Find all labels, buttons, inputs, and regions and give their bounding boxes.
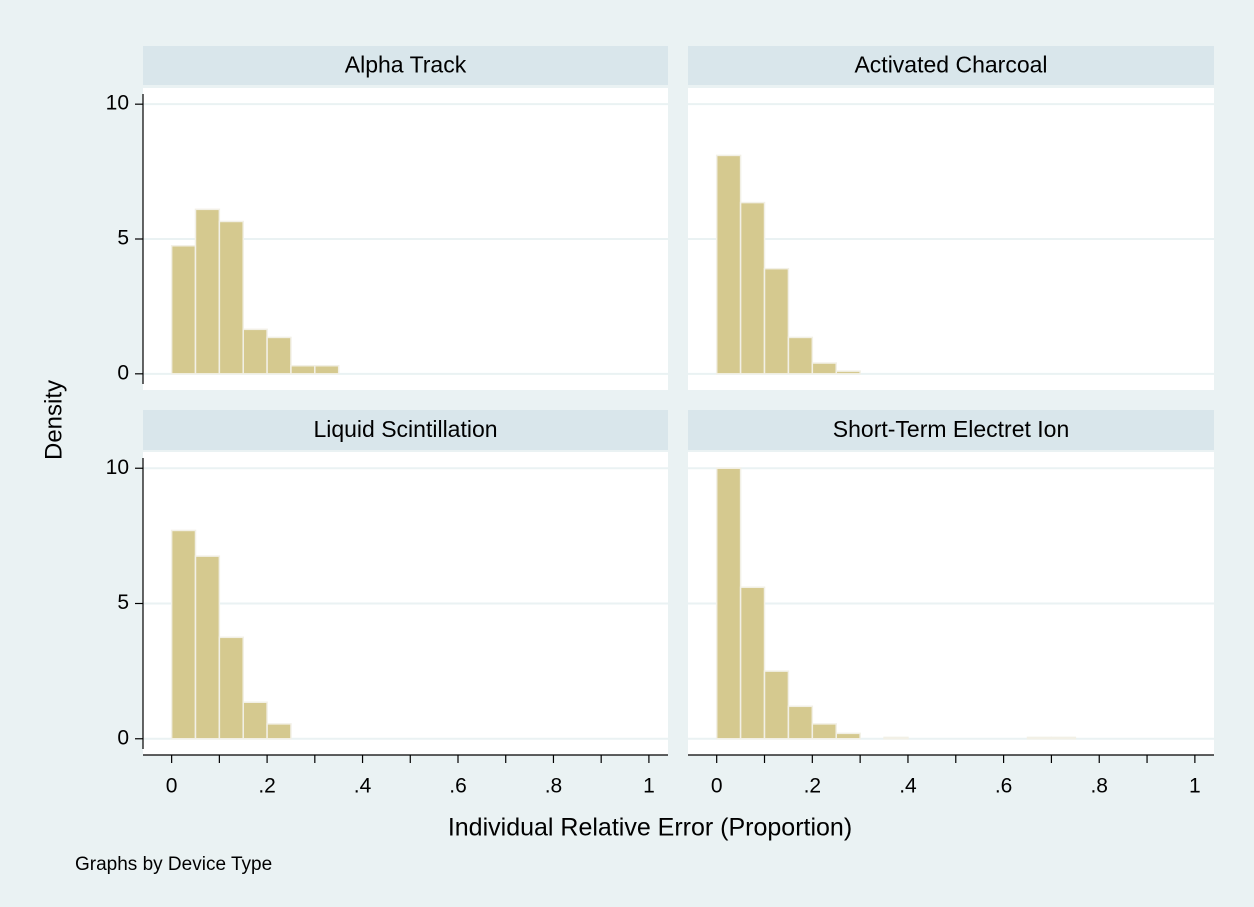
- panel-header: [143, 410, 668, 450]
- x-tick-label: .8: [1090, 775, 1108, 798]
- bar: [763, 267, 790, 375]
- panel-header: [688, 46, 1214, 85]
- panel-title: Short-Term Electret Ion: [833, 416, 1069, 442]
- bar: [763, 670, 790, 740]
- bar: [218, 220, 244, 375]
- panel-title: Activated Charcoal: [854, 52, 1047, 78]
- bar: [787, 705, 814, 740]
- y-tick-label: 0: [117, 361, 129, 384]
- bar: [811, 723, 837, 740]
- bar: [266, 336, 292, 375]
- y-tick-label: 10: [106, 92, 129, 115]
- bar: [835, 370, 861, 375]
- bar: [242, 701, 268, 740]
- bar: [1050, 736, 1077, 740]
- x-tick-label: .8: [545, 775, 563, 798]
- bar: [194, 208, 221, 375]
- y-axis-title: Density: [40, 380, 67, 460]
- bar: [715, 154, 742, 375]
- bar: [739, 586, 766, 740]
- panel-title: Liquid Scintillation: [313, 416, 497, 442]
- bar: [290, 364, 316, 375]
- x-tick-label: .2: [804, 775, 822, 798]
- x-tick-label: .2: [258, 775, 276, 798]
- y-tick-label: 5: [117, 227, 129, 250]
- bar: [170, 244, 197, 375]
- bar: [1026, 736, 1053, 740]
- x-tick-label: 1: [1189, 775, 1201, 798]
- x-tick-label: 0: [166, 775, 178, 798]
- x-tick-label: .4: [354, 775, 372, 798]
- x-tick-label: .6: [995, 775, 1013, 798]
- x-tick-label: 1: [643, 775, 655, 798]
- panel-title: Alpha Track: [345, 52, 467, 78]
- bar: [811, 362, 837, 375]
- x-tick-label: .6: [449, 775, 467, 798]
- x-tick-label: .4: [899, 775, 917, 798]
- bar: [170, 529, 197, 740]
- bar: [194, 555, 221, 740]
- bar: [835, 732, 861, 740]
- bar: [883, 736, 909, 740]
- bar: [266, 723, 292, 740]
- bar: [242, 328, 268, 375]
- y-tick-label: 10: [106, 456, 129, 479]
- panel-header: [143, 46, 668, 85]
- y-tick-label: 0: [117, 726, 129, 749]
- bar: [314, 364, 340, 375]
- bar: [715, 467, 742, 740]
- panel-header: [688, 410, 1214, 450]
- x-axis-title: Individual Relative Error (Proportion): [448, 814, 852, 842]
- bar: [218, 636, 244, 740]
- bar: [787, 336, 814, 375]
- bar: [739, 201, 766, 375]
- y-tick-label: 5: [117, 591, 129, 614]
- x-tick-label: 0: [711, 775, 723, 798]
- note: Graphs by Device Type: [75, 854, 272, 875]
